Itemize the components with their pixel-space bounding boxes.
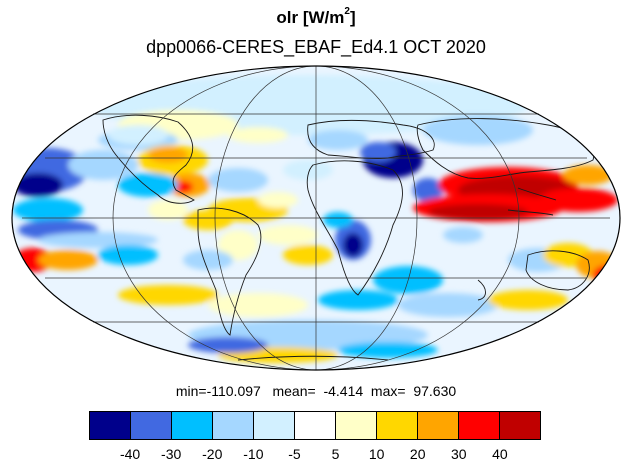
colorbar-tick-label: 5	[331, 446, 340, 462]
colorbar-tick-label: -30	[161, 446, 182, 462]
units-label: [W/m	[302, 8, 345, 27]
colorbar-box-8	[418, 412, 459, 439]
colorbar-tick-label: 40	[492, 446, 508, 462]
map-variable-title: olr [W/m2]	[0, 6, 632, 28]
colorbar-tick-label: -40	[119, 446, 141, 462]
colorbar-tick-label: 30	[451, 446, 467, 462]
colorbar-tick-label: -5	[288, 446, 301, 462]
colorbar-tick-label: 10	[368, 446, 385, 462]
colorbar-tick-label: 20	[409, 446, 426, 462]
colorbar-box-0	[90, 412, 131, 439]
colorbar-box-1	[131, 412, 172, 439]
units-close: ]	[349, 8, 356, 27]
colorbar-box-5	[295, 412, 336, 439]
variable-name: olr	[276, 8, 299, 27]
colorbar-box-4	[254, 412, 295, 439]
statistics-line: min=-110.097 mean= -4.414 max= 97.630	[175, 383, 457, 399]
colorbar-box-9	[459, 412, 500, 439]
colorbar-box-6	[336, 412, 377, 439]
coastlines	[102, 114, 595, 361]
colorbar-box-10	[500, 412, 540, 439]
colorbar	[89, 411, 541, 440]
map-border	[11, 65, 621, 371]
colorbar-tick-label: -20	[202, 446, 223, 462]
colorbar-box-2	[172, 412, 213, 439]
colorbar-box-3	[213, 412, 254, 439]
mollweide-map	[11, 65, 621, 371]
colorbar-tick-label: -10	[243, 446, 264, 462]
map-main-title: dpp0066-CERES_EBAF_Ed4.1 OCT 2020	[146, 37, 486, 57]
colorbar-box-7	[377, 412, 418, 439]
units-exponent: 2	[344, 6, 350, 18]
